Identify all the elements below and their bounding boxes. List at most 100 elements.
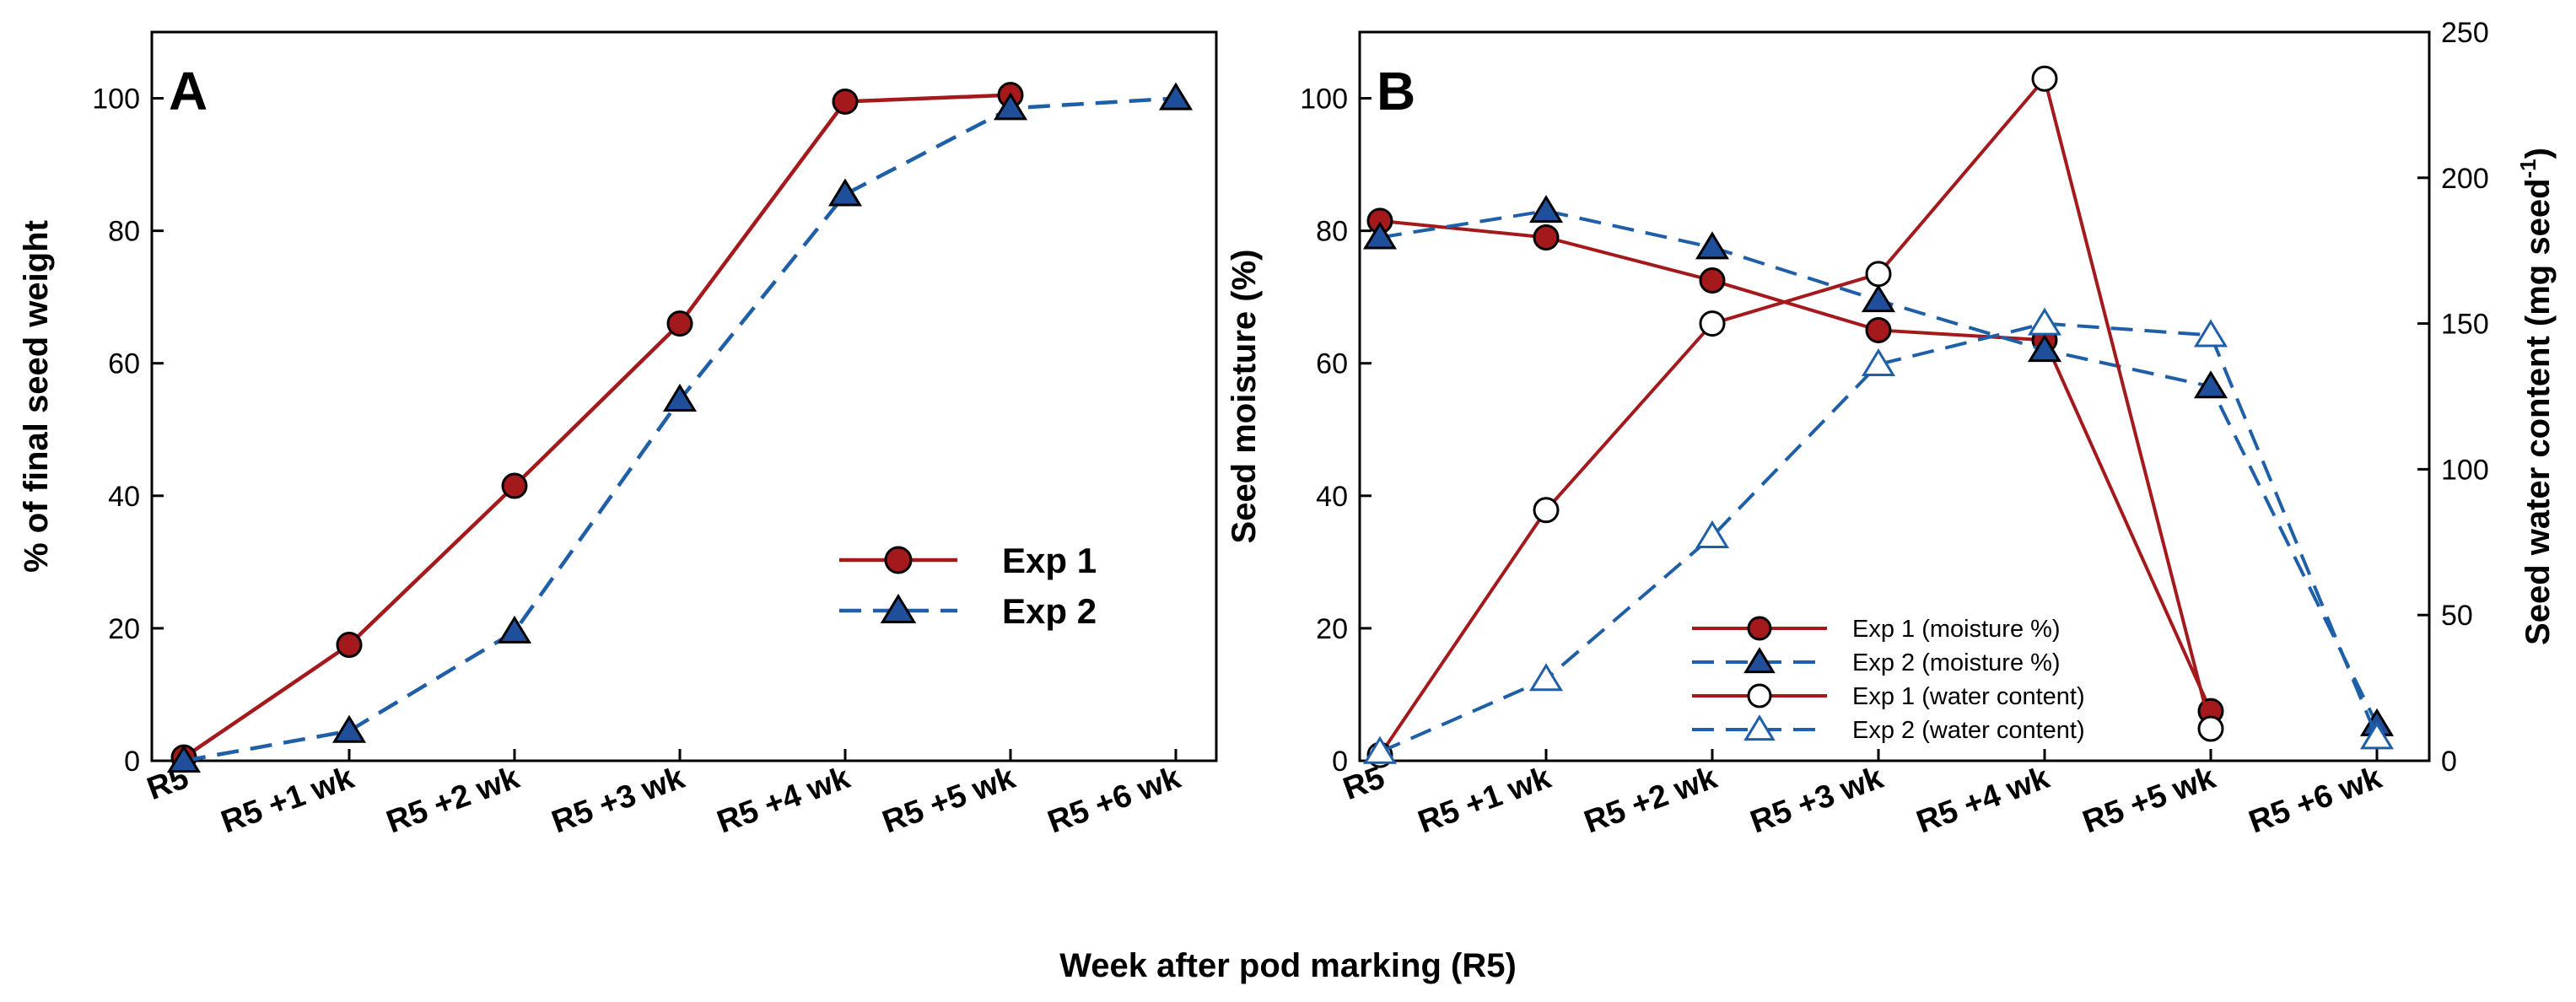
panel-a-series-exp-1-point-r5-4-wk: [832, 88, 859, 115]
panel-a-series-exp-2-point-r5-6-wk: [1158, 82, 1194, 110]
panel-a-xtick-label-r5-2-wk: R5 +2 wk: [382, 760, 525, 841]
panel-b-series-exp-2-water-content-point-r5-5-wk: [2193, 319, 2228, 347]
panel-b-y2tick-label-50: 50: [2441, 600, 2473, 632]
panel-b-plot-frame: [1358, 30, 2431, 762]
panel-b-series-exp-1-moisture-point-r5-2-wk: [1699, 267, 1726, 294]
y2-title-end: ): [2519, 148, 2557, 159]
panel-a-xtick-label-r5-3-wk: R5 +3 wk: [547, 760, 690, 841]
panel-a-y-axis-title: % of final seed weight: [18, 220, 55, 573]
y2-title-sup: -1: [2515, 159, 2541, 178]
panel-b-series-exp-1-water-content-point-r5-3-wk: [1865, 261, 1892, 288]
panel-b-series-exp-2-water-content-point-r5-1-wk: [1528, 663, 1564, 692]
panel-a-xtick-label-r5-6-wk: R5 +6 wk: [1043, 760, 1186, 841]
panel-a-series-exp-2-point-r5-3-wk: [662, 383, 698, 412]
panel-b-ytick-label-60: 60: [1316, 348, 1348, 380]
panel-a-legend-entry-exp-2-label: Exp 2: [1002, 591, 1097, 631]
panel-b-legend-entry-exp-1-moisture: Exp 1 (moisture %): [1692, 616, 2061, 643]
panel-a-series-exp-2-line: [183, 96, 1177, 763]
panel-b-legend-entry-exp-2-water-content-label: Exp 2 (water content): [1852, 717, 2085, 744]
panel-a-series-exp-1-point-r5-2-wk: [501, 472, 528, 499]
panel-a-legend-entry-exp-1: Exp 1: [839, 541, 1097, 580]
panel-b-legend-entry-exp-2-moisture: Exp 2 (moisture %): [1692, 647, 2061, 676]
panel-b-series-exp-2-moisture-point-r5-3-wk: [1861, 284, 1896, 313]
panel-b-label: B: [1377, 61, 1415, 121]
panel-b-series: [1362, 65, 2395, 768]
panel-a-series-exp-2-point-r5: [166, 745, 202, 773]
panel-a-series-exp-1-point-r5-1-wk: [336, 632, 363, 659]
panel-b-series-exp-2-water-content-point-r5: [1362, 735, 1398, 764]
panel-b-series-exp-2-moisture-point-r5-5-wk: [2193, 370, 2228, 399]
panel-b-series-exp-2-water-content-point-r5-3-wk: [1861, 347, 1896, 377]
panel-a-ytick-label-0: 0: [124, 746, 140, 778]
panel-b-series-exp-1-water-content-point-r5-2-wk: [1699, 310, 1726, 337]
panel-b-legend-entry-exp-2-moisture-label: Exp 2 (moisture %): [1852, 649, 2061, 676]
panel-a-xtick-label-r5-4-wk: R5 +4 wk: [713, 760, 855, 841]
panel-b-series-exp-2-water-content-point-r5-6-wk: [2359, 721, 2395, 750]
panel-a-ytick-label-80: 80: [108, 216, 140, 248]
panel-b-y2tick-label-100: 100: [2441, 454, 2489, 486]
panel-b-xtick-label-r5-1-wk: R5 +1 wk: [1414, 760, 1556, 841]
panel-b-xtick-label-r5-3-wk: R5 +3 wk: [1746, 760, 1889, 841]
panel-b-legend-entry-exp-1-moisture-label: Exp 1 (moisture %): [1852, 616, 2061, 643]
panel-a-series-exp-1-point-r5-3-wk: [666, 310, 693, 337]
panel-b-legend-entry-exp-2-water-content: Exp 2 (water content): [1692, 714, 2085, 744]
panel-a-ytick-label-40: 40: [108, 481, 140, 513]
panel-b-series-exp-1-moisture: [1366, 207, 2224, 725]
panel-b-series-exp-1-water-content-point-r5-4-wk: [2031, 65, 2058, 92]
panel-b-series-exp-2-water-content-point-r5-4-wk: [2027, 307, 2062, 336]
panel-b-y2tick-label-250: 250: [2441, 17, 2489, 49]
panel-b-xtick-label-r5-6-wk: R5 +6 wk: [2245, 760, 2387, 841]
panel-b-y2-axis-title: Seed water content (mg seed-1): [2515, 148, 2557, 645]
panel-b-series-exp-2-moisture-point-r5: [1362, 221, 1398, 250]
panel-b-legend-entry-exp-2-moisture-marker: [1743, 647, 1776, 674]
panel-b-legend-entry-exp-2-water-content-marker: [1743, 714, 1776, 741]
panel-b-xtick-label-r5-5-wk: R5 +5 wk: [2078, 760, 2221, 841]
panel-b-series-exp-2-moisture: [1362, 195, 2395, 736]
panel-a-xtick-label-r5-1-wk: R5 +1 wk: [217, 760, 359, 841]
panel-b-ytick-label-0: 0: [1332, 746, 1348, 778]
panel-a-legend-entry-exp-1-marker: [884, 546, 913, 574]
panel-b-legend-entry-exp-1-water-content-marker: [1747, 683, 1772, 708]
panel-a-ytick-label-100: 100: [92, 84, 140, 116]
panel-a-xtick-label-r5-5-wk: R5 +5 wk: [878, 760, 1021, 841]
panel-a-ytick-label-20: 20: [108, 613, 140, 645]
panel-b-legend-entry-exp-1-water-content: Exp 1 (water content): [1692, 683, 2085, 710]
y2-title-main: Seed water content (mg seed: [2519, 178, 2557, 644]
panel-b-y2tick-label-200: 200: [2441, 163, 2489, 195]
panel-a-series-exp-1-line: [182, 93, 1011, 759]
panel-b-series-exp-2-moisture-point-r5-4-wk: [2027, 334, 2062, 363]
panel-a-series-exp-2: [166, 82, 1194, 773]
shared-x-axis-title: Week after pod marking (R5): [1059, 947, 1517, 984]
panel-b-y2tick-label-150: 150: [2441, 309, 2489, 341]
panel-a-series-exp-2-point-r5-1-wk: [331, 714, 367, 743]
panel-b-ytick-label-20: 20: [1316, 613, 1348, 645]
panel-b-legend: Exp 1 (moisture %) Exp 2 (moisture %) Exp …: [1692, 616, 2085, 744]
panel-b-series-exp-1-water-content-point-r5-5-wk: [2197, 715, 2224, 742]
panel-a-series-exp-1: [170, 82, 1024, 771]
panel-b-ytick-label-80: 80: [1316, 216, 1348, 248]
panel-b-series-exp-1-moisture-point-r5-3-wk: [1865, 316, 1892, 343]
panel-b-legend-entry-exp-1-moisture-marker: [1747, 616, 1772, 641]
panel-b-xtick-label-r5-4-wk: R5 +4 wk: [1912, 760, 2055, 841]
panel-b-y-axis-title: Seed moisture (%): [1226, 250, 1263, 544]
panel-b-series-exp-2-moisture-point-r5-2-wk: [1695, 231, 1730, 260]
panel-b-series-exp-2-water-content: [1362, 307, 2395, 764]
panel-b-y2tick-label-0: 0: [2441, 746, 2457, 778]
panel-a-series: [166, 82, 1194, 773]
panel-a-legend-entry-exp-2-marker: [880, 593, 917, 623]
panel-b-xtick-label-r5-2-wk: R5 +2 wk: [1580, 760, 1722, 841]
panel-a-legend-entry-exp-2: Exp 2: [839, 591, 1097, 631]
panel-b-series-exp-1-water-content-line: [1378, 75, 2212, 757]
panel-b-ytick-label-100: 100: [1300, 84, 1348, 116]
panel-a-series-exp-2-point-r5-5-wk: [993, 92, 1028, 121]
panel-a-series-exp-2-point-r5-4-wk: [827, 178, 863, 207]
panel-b-series-exp-1-water-content-point-r5-1-wk: [1533, 497, 1560, 524]
panel-b-series-exp-2-moisture-point-r5-1-wk: [1528, 195, 1564, 224]
panel-b-series-exp-1-moisture-line: [1379, 218, 2212, 712]
panel-a-series-exp-2-point-r5-2-wk: [497, 615, 532, 644]
panel-a-label: A: [169, 61, 207, 121]
